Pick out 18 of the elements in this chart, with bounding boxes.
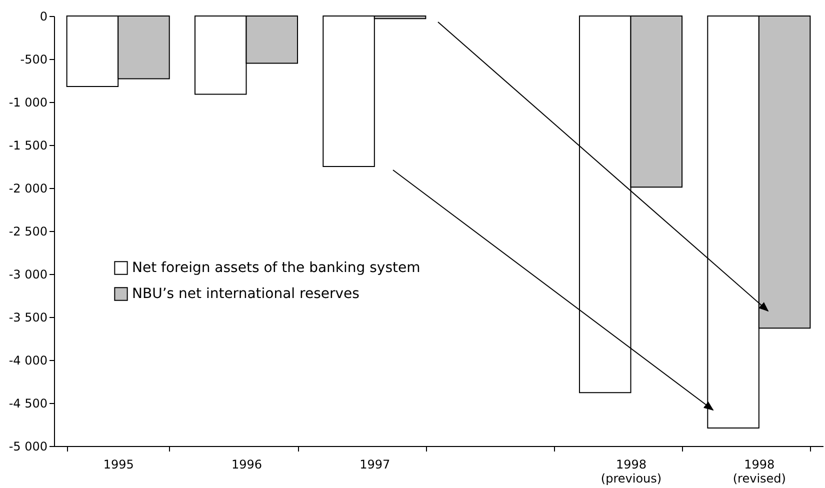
y-tick-label: -3 000 (8, 268, 48, 282)
y-tick-label: -3 500 (8, 310, 48, 324)
y-tick-label: -2 500 (8, 224, 48, 238)
y-tick-label: -2 000 (8, 182, 48, 196)
y-tick-label: -1 000 (8, 96, 48, 110)
x-tick-label: 1997 (360, 458, 390, 472)
y-tick-label: -1 500 (8, 138, 48, 152)
x-tick-label: 1995 (103, 458, 134, 472)
y-tick-label: -500 (20, 52, 48, 66)
y-tick-label: 0 (40, 10, 48, 24)
y-tick-label: -5 000 (8, 440, 48, 454)
x-tick-label: 1998 (previous) (600, 458, 662, 486)
legend-label: NBU’s net international reserves (132, 286, 360, 302)
x-tick-label: 1996 (231, 458, 262, 472)
y-tick-label: -4 500 (8, 396, 48, 410)
x-tick-label: 1998 (revised) (732, 458, 786, 486)
legend-label: Net foreign assets of the banking system (132, 260, 420, 276)
y-tick-label: -4 000 (8, 354, 48, 368)
